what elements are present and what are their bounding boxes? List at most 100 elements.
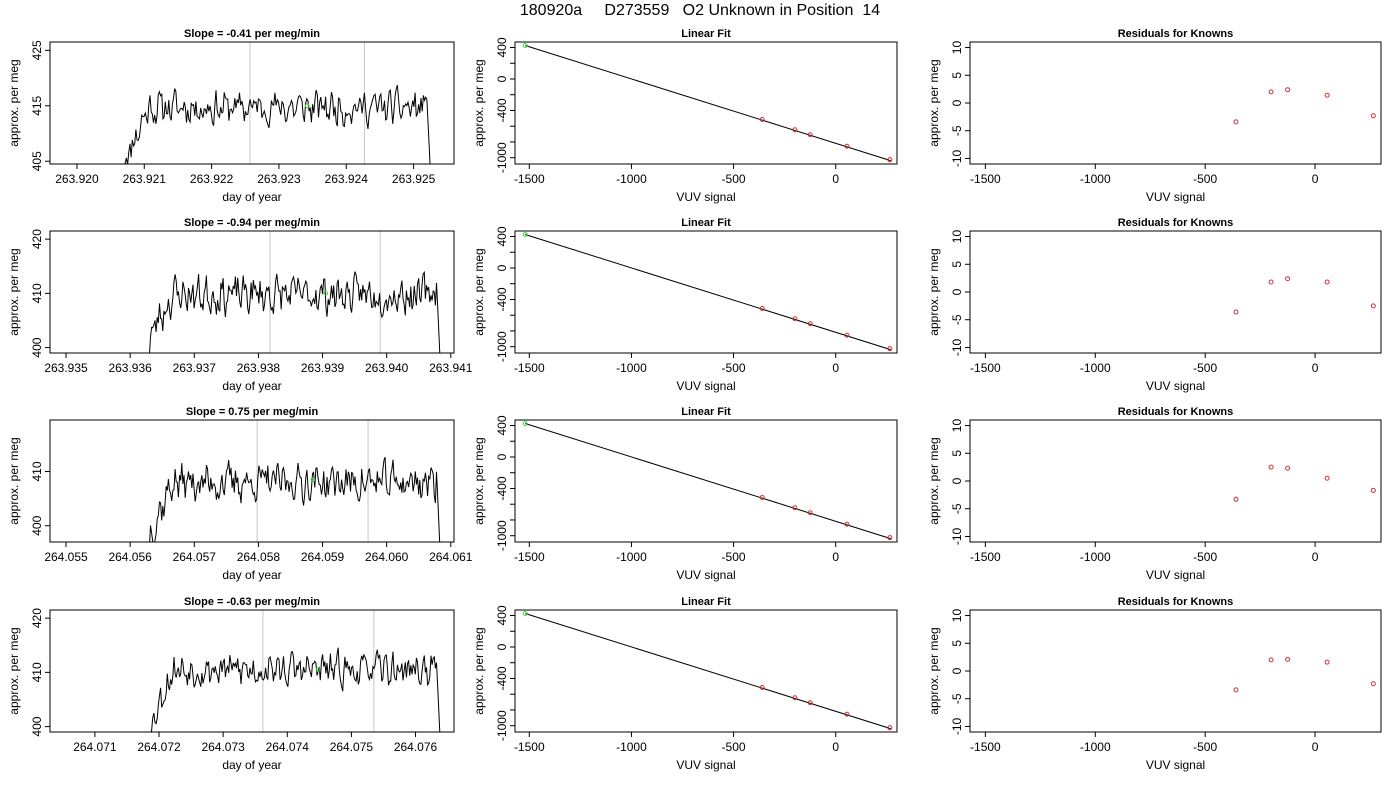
trace-line [124, 85, 431, 164]
x-tick-label: -1000 [616, 361, 647, 375]
plot-area [149, 420, 441, 542]
known-point [1324, 659, 1330, 665]
known-point [1370, 487, 1376, 493]
known-point [759, 685, 765, 691]
panel-1-3: Residuals for Knowns -1500 -1000 -500 0 10 5 0 -… [927, 28, 1382, 204]
panel-1-2: Linear Fit -1500 -1000 -500 0 400 0 -400 -1000 VU… [472, 28, 898, 204]
y-tick-label: 420 [30, 608, 44, 628]
x-tick-label: 0 [832, 361, 839, 375]
plot-frame [969, 419, 1382, 543]
panel-4-1: Slope = -0.63 per meg/min 264.071 264.072 2… [7, 596, 455, 772]
figure-title: 180920a D273559 O2 Unknown in Position 1… [519, 2, 881, 19]
panel-title: Slope = -0.41 per meg/min [184, 28, 320, 40]
plot-area [1233, 87, 1376, 125]
known-point [1285, 465, 1291, 471]
y-tick-label: 10 [950, 609, 964, 623]
y-tick-label: -1000 [495, 520, 509, 551]
x-tick-label: -1500 [970, 361, 1001, 375]
known-point [807, 321, 813, 327]
known-point [792, 505, 798, 511]
x-axis-label: VUV signal [1146, 758, 1205, 772]
y-axis-label: approx. per meg [472, 248, 486, 335]
x-tick-label: 263.921 [123, 172, 167, 186]
x-tick-label: -1000 [616, 740, 647, 754]
y-tick-label: 410 [30, 662, 44, 682]
x-tick-label: 263.935 [44, 361, 88, 375]
known-point [792, 127, 798, 133]
y-tick-label: 0 [950, 667, 964, 674]
panel-2-1: Slope = -0.94 per meg/min 263.935 263.936 2… [7, 217, 473, 393]
x-tick-label: -1000 [1080, 550, 1111, 564]
known-point [1268, 464, 1274, 470]
plot-area [522, 231, 893, 352]
panel-title: Linear Fit [681, 28, 731, 40]
x-tick-label: 0 [1312, 361, 1319, 375]
known-point [1268, 279, 1274, 285]
y-tick-label: 425 [30, 40, 44, 60]
y-axis-label: approx. per meg [927, 627, 941, 714]
x-tick-label: -1500 [970, 550, 1001, 564]
plot-frame [514, 419, 898, 543]
x-axis-label: VUV signal [676, 190, 735, 204]
plot-frame [514, 41, 898, 165]
x-tick-label: -1500 [514, 740, 545, 754]
x-tick-label: -1000 [1080, 172, 1111, 186]
x-tick-label: -1500 [970, 740, 1001, 754]
known-point [1233, 309, 1239, 315]
panel-title: Slope = 0.75 per meg/min [186, 406, 319, 418]
y-tick-label: -5 [950, 503, 964, 514]
plot-area [150, 610, 441, 732]
known-point [1370, 681, 1376, 687]
y-axis-label: approx. per meg [7, 627, 21, 714]
plot-frame [49, 609, 455, 733]
unknown-point [304, 103, 310, 109]
unknown-point [310, 477, 316, 482]
x-tick-label: 264.075 [330, 740, 374, 754]
y-tick-label: -1000 [495, 331, 509, 362]
x-tick-label: 264.061 [429, 550, 473, 564]
plot-area [522, 42, 893, 163]
x-tick-label: -1000 [1080, 740, 1111, 754]
plot-frame [969, 609, 1382, 733]
y-tick-label: 420 [30, 229, 44, 249]
x-tick-label: -1000 [616, 172, 647, 186]
x-tick-label: 263.924 [325, 172, 369, 186]
y-axis-label: approx. per meg [927, 59, 941, 146]
x-tick-label: 264.073 [201, 740, 245, 754]
x-tick-label: 264.057 [173, 550, 217, 564]
x-tick-label: 263.939 [301, 361, 345, 375]
y-tick-label: 400 [495, 37, 509, 57]
x-tick-label: -1500 [970, 172, 1001, 186]
fit-line [525, 422, 892, 540]
known-point [759, 495, 765, 501]
plot-area [1233, 464, 1376, 502]
known-point [792, 316, 798, 322]
x-tick-label: -500 [722, 361, 746, 375]
x-tick-label: 264.058 [237, 550, 281, 564]
y-tick-label: -5 [950, 314, 964, 325]
y-tick-label: 400 [30, 515, 44, 535]
x-tick-label: 0 [1312, 740, 1319, 754]
known-point [807, 700, 813, 706]
y-axis-label: approx. per meg [927, 437, 941, 524]
panel-3-1: Slope = 0.75 per meg/min 264.055 264.056 26… [7, 406, 473, 582]
known-point [1268, 89, 1274, 95]
y-axis-label: approx. per meg [7, 248, 21, 335]
x-tick-label: 264.059 [301, 550, 345, 564]
x-axis-label: VUV signal [676, 568, 735, 582]
y-tick-label: 400 [30, 337, 44, 357]
known-point [759, 117, 765, 123]
x-tick-label: 263.923 [257, 172, 301, 186]
y-tick-label: 0 [950, 288, 964, 295]
x-tick-label: -500 [722, 172, 746, 186]
x-axis-label: VUV signal [676, 758, 735, 772]
known-point [1370, 303, 1376, 309]
trace-line [149, 270, 441, 353]
plot-frame [969, 230, 1382, 354]
fit-line [525, 612, 892, 730]
plot-frame [969, 41, 1382, 165]
x-tick-label: -500 [722, 740, 746, 754]
x-tick-label: 0 [832, 172, 839, 186]
plot-area [522, 610, 893, 731]
y-tick-label: 0 [495, 453, 509, 460]
